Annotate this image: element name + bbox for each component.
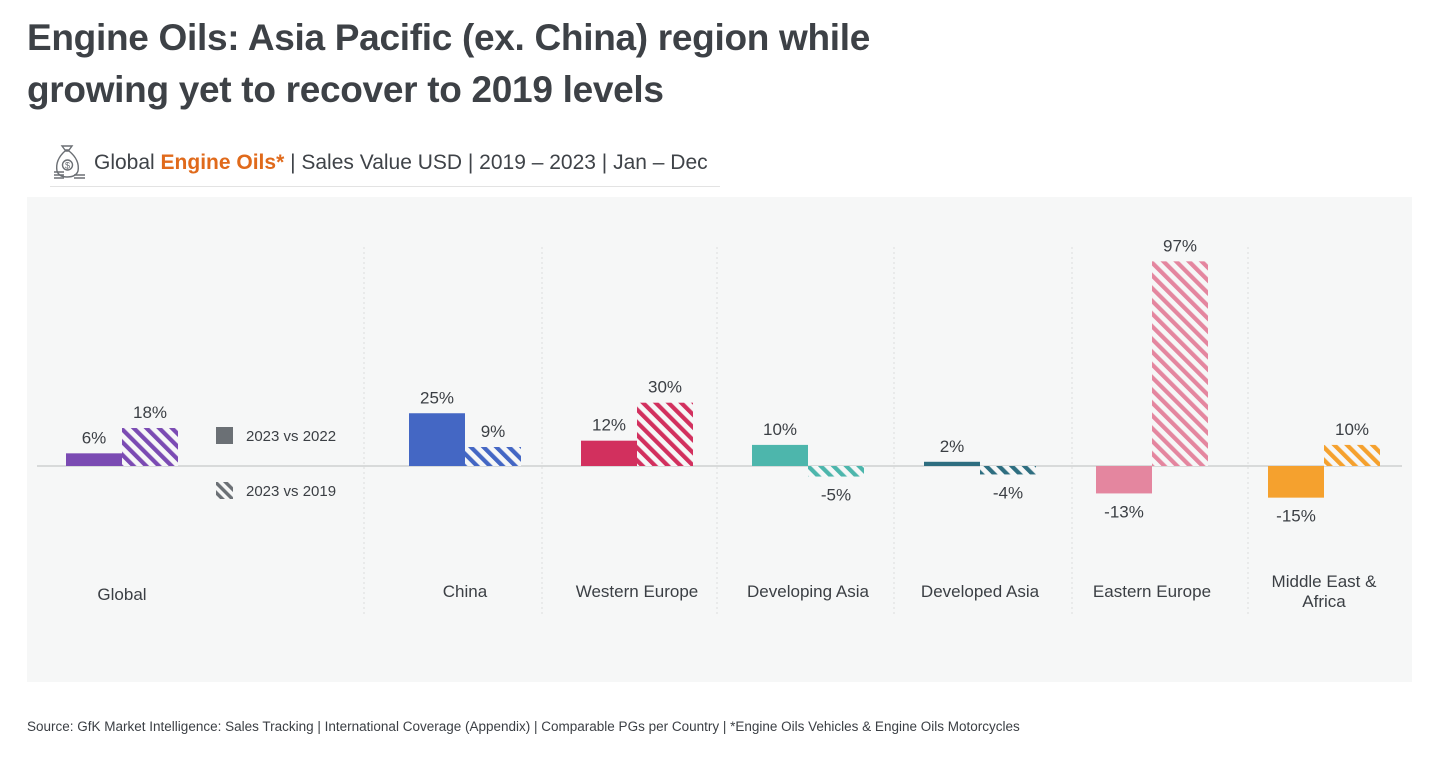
data-label: 6% xyxy=(82,428,107,447)
data-label: 10% xyxy=(763,420,797,439)
bar-2023-vs-2022 xyxy=(924,461,980,466)
category-label: China xyxy=(443,582,488,601)
bar-2023-vs-2022 xyxy=(1268,466,1324,498)
category-label: Middle East & Africa xyxy=(1272,572,1378,611)
data-label: 12% xyxy=(592,416,626,435)
money-bag-coins-icon: $ xyxy=(54,145,85,179)
legend-hatched-swatch xyxy=(216,482,233,499)
chart-subtitle: $ Global Engine Oils* | Sales Value USD … xyxy=(50,140,720,187)
legend-label-2023-vs-2022: 2023 vs 2022 xyxy=(246,428,336,445)
data-label: -13% xyxy=(1104,502,1144,521)
data-label: 18% xyxy=(133,403,167,422)
data-label: 10% xyxy=(1335,420,1369,439)
bar-chart: 6% 18% Global 25% 9% China 12% 30% Western Europ… xyxy=(37,236,1402,617)
category-label: Global xyxy=(97,585,146,604)
category-label: Eastern Europe xyxy=(1093,582,1211,601)
data-label: 2% xyxy=(940,437,965,456)
legend-solid-swatch xyxy=(216,427,233,444)
page-title: Engine Oils: Asia Pacific (ex. China) re… xyxy=(27,17,871,110)
subtitle-suffix: | Sales Value USD | 2019 – 2023 | Jan – … xyxy=(284,151,708,174)
data-label: -5% xyxy=(821,486,851,505)
bar-2023-vs-2022 xyxy=(409,413,465,466)
bar-2023-vs-2019 xyxy=(1152,261,1208,466)
bar-2023-vs-2019 xyxy=(980,466,1036,475)
chart-panel: 6% 18% Global 25% 9% China 12% 30% Western Europ… xyxy=(27,197,1412,682)
subtitle-accent: Engine Oils* xyxy=(160,151,285,174)
bar-2023-vs-2019 xyxy=(808,466,864,477)
category-label: Developing Asia xyxy=(747,582,869,601)
bar-2023-vs-2022 xyxy=(752,444,808,466)
bar-2023-vs-2019 xyxy=(465,447,521,466)
source-footnote: Source: GfK Market Intelligence: Sales T… xyxy=(27,719,1020,734)
bar-2023-vs-2019 xyxy=(122,428,178,466)
data-label: -4% xyxy=(993,483,1023,502)
bar-2023-vs-2022 xyxy=(581,440,637,466)
data-label: -15% xyxy=(1276,507,1316,526)
bar-2023-vs-2022 xyxy=(1096,466,1152,494)
bar-2023-vs-2019 xyxy=(1324,444,1380,466)
category-label: Developed Asia xyxy=(921,582,1040,601)
subtitle-text: Global Engine Oils* | Sales Value USD | … xyxy=(94,151,708,175)
bar-2023-vs-2022 xyxy=(66,453,122,466)
data-label: 25% xyxy=(420,388,454,407)
category-label: Western Europe xyxy=(576,582,699,601)
data-label: 97% xyxy=(1163,236,1197,255)
svg-text:$: $ xyxy=(65,161,70,171)
legend-label-2023-vs-2019: 2023 vs 2019 xyxy=(246,483,336,500)
data-label: 9% xyxy=(481,422,506,441)
data-label: 30% xyxy=(648,378,682,397)
bar-2023-vs-2019 xyxy=(637,402,693,466)
subtitle-prefix: Global xyxy=(94,151,161,174)
